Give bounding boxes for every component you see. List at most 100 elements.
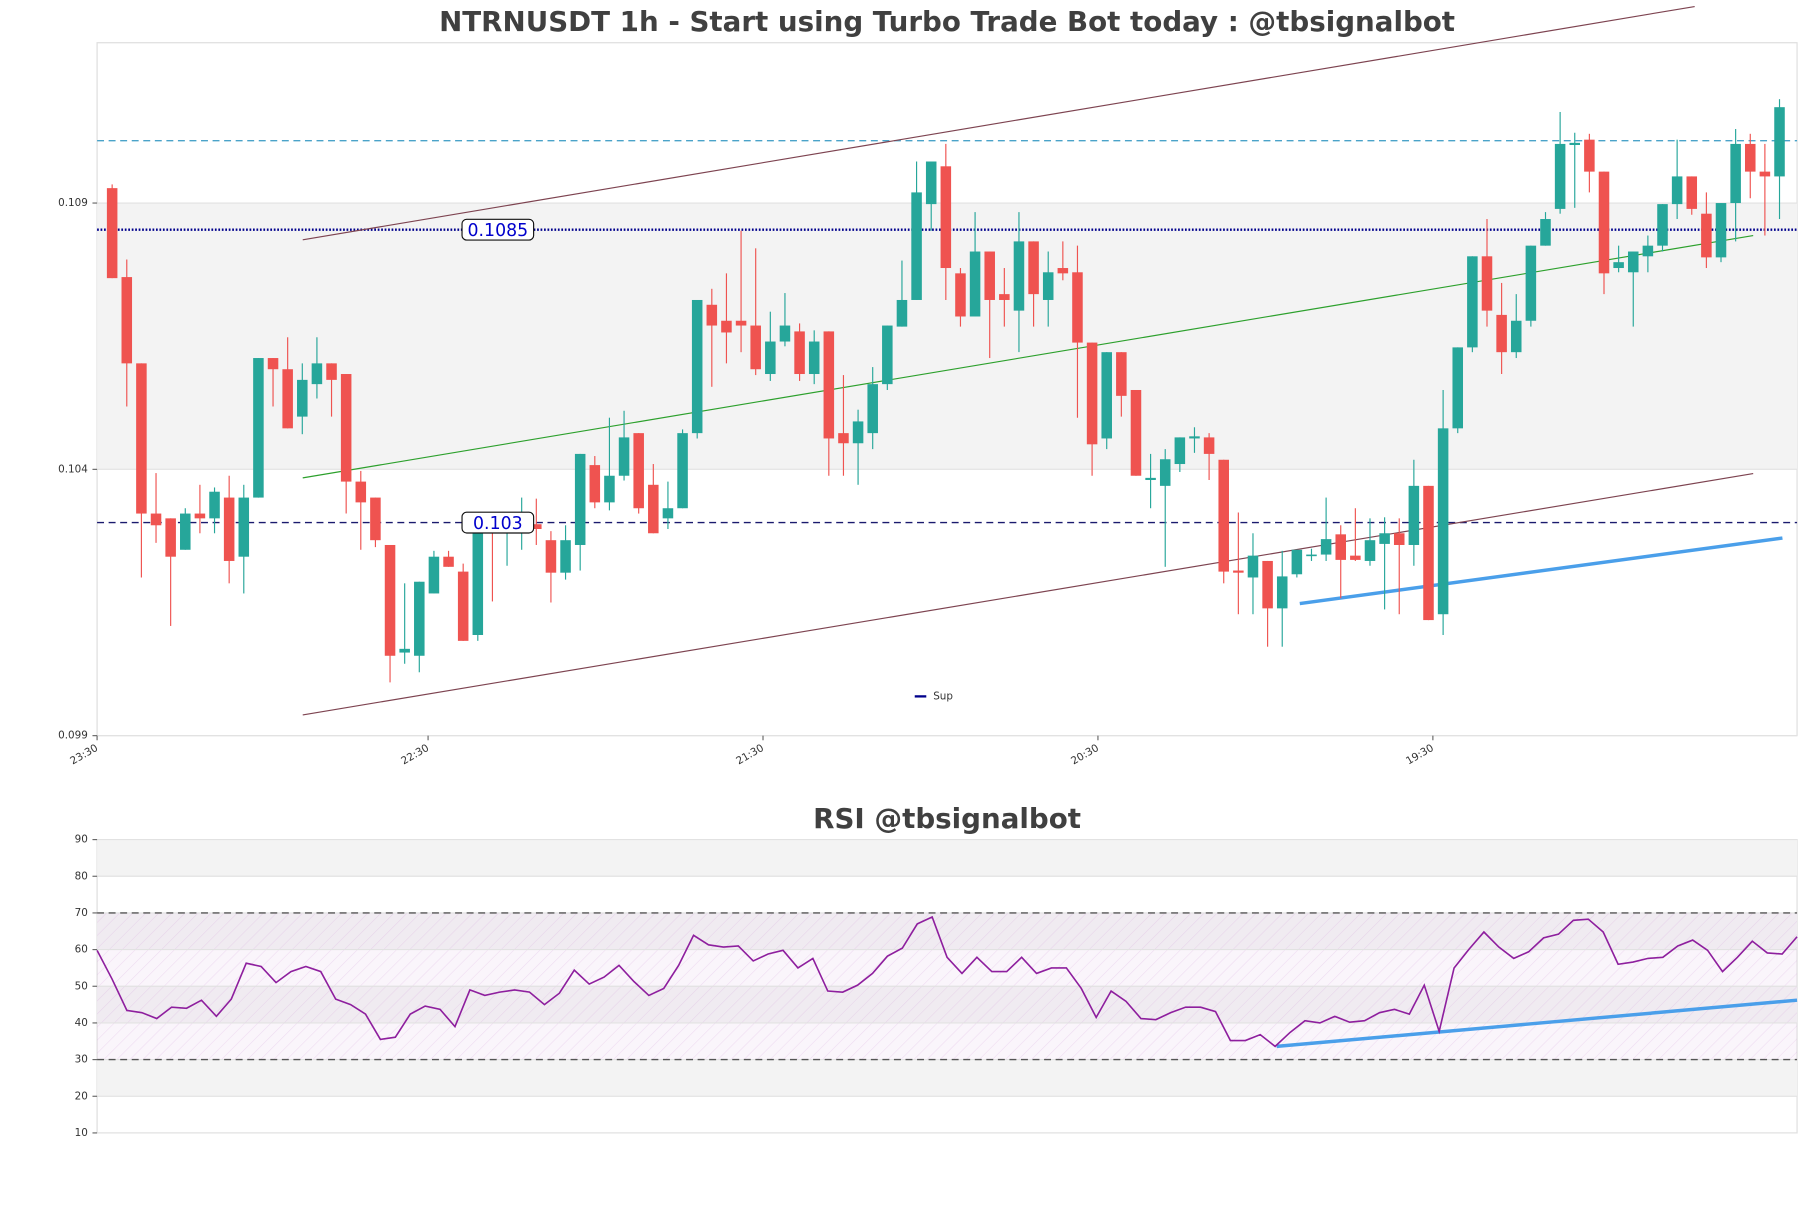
candle-body — [1233, 570, 1244, 573]
candle-body — [414, 581, 425, 656]
candle-body — [1145, 477, 1156, 481]
candle-body — [340, 374, 352, 482]
candle-body — [1247, 555, 1259, 578]
candle-body — [1159, 459, 1171, 486]
candle-body — [1584, 139, 1595, 172]
candle-body — [1686, 176, 1698, 209]
candle-body — [823, 331, 835, 439]
candle-body — [1437, 428, 1449, 615]
candle-body — [1057, 268, 1069, 274]
candle-body — [648, 484, 659, 534]
y-tick-label: 90 — [75, 834, 88, 846]
rsi-line — [96, 915, 1798, 1048]
candle-body — [1481, 256, 1493, 311]
candle-body — [311, 363, 323, 385]
candle-body — [1101, 352, 1112, 439]
candle-body — [691, 299, 703, 434]
candle-body — [1744, 143, 1756, 172]
y-tick-label: 40 — [75, 1017, 88, 1029]
legend-label: Sup — [933, 690, 953, 702]
candle-body — [370, 497, 381, 541]
candle-body — [1262, 560, 1273, 609]
candle-body — [1701, 213, 1712, 258]
candle-body — [1203, 437, 1215, 454]
candle-body — [1408, 485, 1420, 545]
chart-title: NTRNUSDT 1h - Start using Turbo Trade Bo… — [439, 5, 1455, 38]
candle-body — [1379, 533, 1390, 544]
candle-body — [618, 437, 630, 476]
candle-body — [1130, 389, 1142, 476]
candle-body — [297, 379, 308, 417]
candle-body — [852, 421, 864, 444]
candle-body — [384, 544, 396, 656]
level-tag: 0.1085 — [468, 221, 529, 241]
candle-body — [1350, 555, 1361, 560]
candle-body — [1174, 437, 1186, 465]
candle-body — [604, 475, 615, 503]
candle-body — [1452, 347, 1464, 429]
candle-body — [180, 513, 191, 550]
candle-body — [750, 325, 761, 370]
candle-body — [560, 540, 571, 573]
candle-body — [121, 277, 133, 364]
candle-body — [1306, 554, 1317, 557]
grid-band — [97, 1059, 1798, 1097]
candle-body — [1086, 342, 1098, 445]
candle-body — [545, 540, 557, 573]
y-tick-label: 20 — [75, 1090, 88, 1102]
grid-band — [97, 839, 1798, 877]
candle-body — [574, 453, 586, 545]
candle-body — [1510, 320, 1522, 353]
candle-body — [253, 358, 264, 498]
x-tick-label: 21:30 — [734, 742, 766, 767]
candle-body — [1642, 245, 1654, 257]
candle-body — [867, 384, 878, 434]
candle-body — [282, 369, 293, 429]
candle-body — [662, 508, 674, 519]
candle-body — [1657, 204, 1668, 246]
candle-body — [1540, 219, 1551, 246]
candle-body — [765, 341, 776, 375]
trend-line — [302, 5, 1695, 241]
candle-body — [999, 294, 1010, 300]
chart-title: RSI @tbsignalbot — [813, 802, 1081, 835]
level-tag-box — [461, 511, 535, 534]
trend-line — [302, 234, 1754, 479]
candle-body — [1496, 314, 1507, 353]
candle-body — [531, 524, 542, 530]
candle-body — [1554, 143, 1566, 209]
candle-body — [1598, 171, 1610, 274]
panel: NTRNUSDT 1h - Start using Turbo Trade Bo… — [58, 5, 1798, 767]
trend-line — [302, 473, 1754, 716]
candle-body — [209, 491, 220, 519]
candle-body — [1116, 352, 1127, 396]
candle-body — [969, 251, 981, 317]
trend-line — [1276, 998, 1798, 1049]
candle-body — [443, 556, 454, 567]
candle-body — [721, 320, 732, 333]
level-tag-box — [461, 218, 535, 241]
candle-body — [1276, 576, 1288, 609]
candle-body — [1730, 143, 1741, 204]
candle-body — [589, 465, 601, 503]
candle-body — [1715, 203, 1727, 258]
candle-body — [1467, 256, 1478, 348]
y-tick-label: 80 — [75, 870, 88, 882]
candle-body — [1393, 533, 1405, 545]
y-tick-label: 0.109 — [58, 197, 88, 209]
candle-body — [1613, 262, 1624, 269]
candle-body — [1218, 459, 1229, 572]
y-tick-label: 0.104 — [58, 463, 88, 475]
trend-line — [1299, 536, 1783, 606]
candle-body — [1759, 171, 1771, 177]
y-tick-label: 0.099 — [58, 730, 88, 742]
candle-body — [267, 358, 279, 370]
candle-body — [838, 433, 849, 444]
candle-body — [1525, 245, 1537, 321]
level-tag: 0.103 — [473, 514, 523, 534]
y-tick-label: 50 — [75, 980, 88, 992]
candle-body — [1627, 251, 1639, 273]
x-tick-label: 22:30 — [399, 742, 431, 767]
x-tick-label: 23:30 — [68, 742, 100, 767]
